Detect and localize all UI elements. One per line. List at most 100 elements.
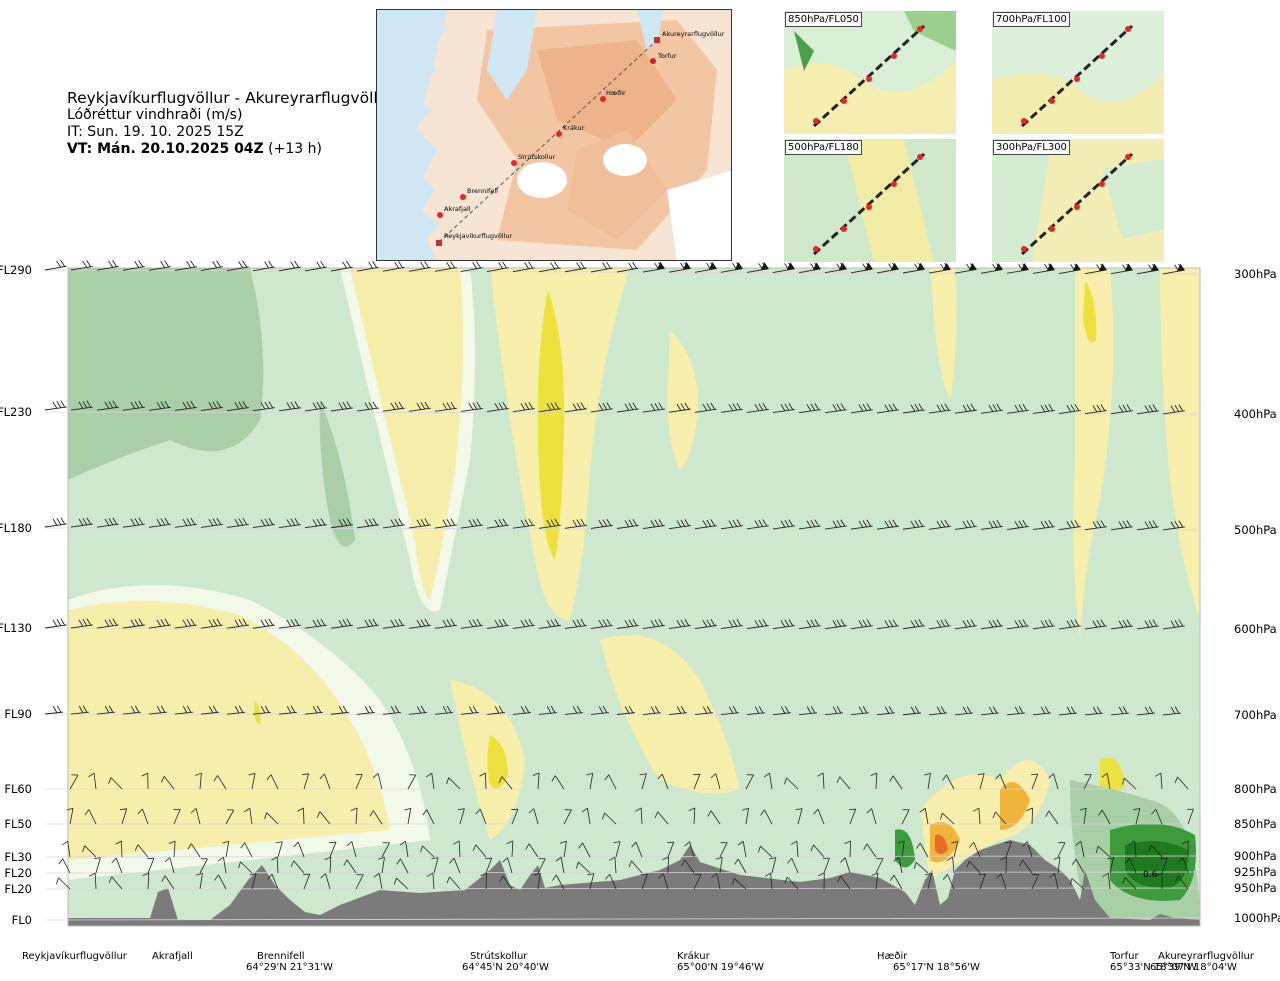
station-coord-haedir: 65°17'N 18°56'W — [893, 962, 980, 973]
wind-barb — [502, 857, 513, 874]
wind-barb — [446, 876, 461, 890]
wind-barb — [137, 808, 149, 825]
map-marker-reykjavik — [436, 240, 442, 246]
downdraft-streak-1 — [319, 400, 355, 547]
wind-barb — [694, 706, 713, 716]
wind-barb — [426, 872, 435, 890]
wind-barb — [147, 857, 155, 874]
map-label-reykjavik: Reykjavíkurflugvöllur — [444, 232, 513, 240]
wind-barb — [928, 403, 951, 414]
wind-barb — [528, 808, 539, 825]
map-marker-akureyri — [654, 37, 660, 43]
station-coord-strutskollur: 64°45'N 20°40'W — [462, 962, 549, 973]
wind-barb — [396, 858, 409, 874]
wind-barb — [760, 809, 773, 825]
wind-barb — [266, 774, 279, 790]
wind-barb — [581, 807, 591, 825]
wind-barb — [486, 518, 509, 529]
wind-barb — [563, 809, 572, 825]
wind-barb — [330, 518, 353, 529]
wind-barb — [301, 773, 310, 790]
wind-barb — [475, 808, 487, 825]
wind-barb — [928, 262, 951, 274]
wind-barb — [1058, 706, 1077, 716]
wind-barb — [122, 260, 145, 271]
wind-barb — [1022, 841, 1033, 858]
wind-barb — [737, 840, 747, 858]
wind-barb — [844, 840, 851, 858]
wind-barb — [1110, 706, 1129, 716]
wind-barb — [44, 705, 63, 715]
wind-barb — [897, 840, 905, 858]
wind-barb — [849, 808, 857, 825]
wind-barb — [512, 518, 535, 529]
updraft-column-right — [1073, 268, 1114, 640]
flight-level-label: FL20 — [4, 882, 32, 896]
wind-barb — [164, 857, 175, 874]
wind-barb — [576, 861, 591, 874]
wind-barb — [1136, 706, 1155, 716]
wind-barb — [552, 874, 565, 890]
wind-barb — [1048, 773, 1059, 790]
wind-barb — [82, 845, 97, 858]
panel-300hpa: 300hPa/FL300 — [992, 139, 1164, 262]
wind-barb — [954, 519, 977, 530]
wind-barb — [790, 840, 799, 858]
wind-barb — [951, 841, 959, 858]
wind-barb — [772, 262, 795, 273]
wind-barb — [446, 777, 461, 790]
wind-barb — [1155, 872, 1163, 889]
wind-barb — [356, 618, 379, 629]
wind-barb — [382, 705, 401, 715]
wind-barb — [824, 619, 847, 630]
wind-barb — [616, 618, 639, 629]
wind-barb — [642, 705, 661, 715]
wind-barb — [1162, 404, 1185, 415]
wind-barb — [252, 705, 271, 715]
wind-barb — [798, 706, 817, 716]
wind-barb — [954, 403, 977, 414]
wind-barb — [1032, 520, 1055, 531]
wind-barb — [350, 807, 358, 825]
wind-barb — [271, 856, 279, 874]
wind-barb — [1095, 845, 1111, 858]
wind-barb — [608, 856, 617, 874]
wind-barb — [66, 807, 74, 825]
wind-barb — [1075, 840, 1085, 858]
wind-barb — [1122, 777, 1137, 790]
wind-barb — [668, 519, 691, 530]
map-marker-torfur — [650, 58, 656, 64]
wind-barb — [329, 841, 337, 858]
pressure-level-line — [44, 855, 1201, 858]
wind-barb — [923, 772, 931, 790]
wind-barb — [564, 261, 587, 273]
wind-barb — [122, 517, 145, 528]
updraft-core-yellow-right — [1100, 757, 1125, 797]
map-marker-krakur — [556, 131, 562, 137]
wind-barb — [278, 518, 301, 529]
left-axis-flight-levels: FL290 FL230 FL180 FL130 FL90 FL60 FL50 FL30 FL20… — [0, 263, 32, 927]
map-marker-brennifell — [460, 194, 466, 200]
updraft-core-lower — [487, 735, 508, 789]
wind-barb — [1071, 858, 1085, 874]
wind-barb — [876, 262, 899, 274]
wind-barb — [928, 619, 951, 630]
panel-700hpa: 700hPa/FL100 — [992, 11, 1164, 134]
wind-barb — [876, 706, 895, 716]
station-coord-torfur: 65°33'N 18°07'W — [1110, 962, 1197, 973]
wind-barb — [969, 842, 981, 858]
terrain-profile — [68, 840, 1200, 926]
wind-barb — [532, 772, 540, 790]
wind-barb — [836, 776, 851, 790]
contour-value-label: 0.6 — [1143, 870, 1158, 880]
wind-barb — [850, 706, 869, 716]
wind-barb — [1004, 841, 1012, 858]
updraft-column-mid-yellow — [350, 268, 464, 600]
map-label-haedir: Hæðir — [606, 89, 626, 97]
wind-barb — [616, 261, 639, 273]
wind-barb — [316, 811, 331, 825]
wind-barb — [293, 841, 305, 858]
wind-barb — [590, 618, 613, 629]
wind-barb — [980, 519, 1003, 530]
wind-barb — [240, 842, 253, 858]
